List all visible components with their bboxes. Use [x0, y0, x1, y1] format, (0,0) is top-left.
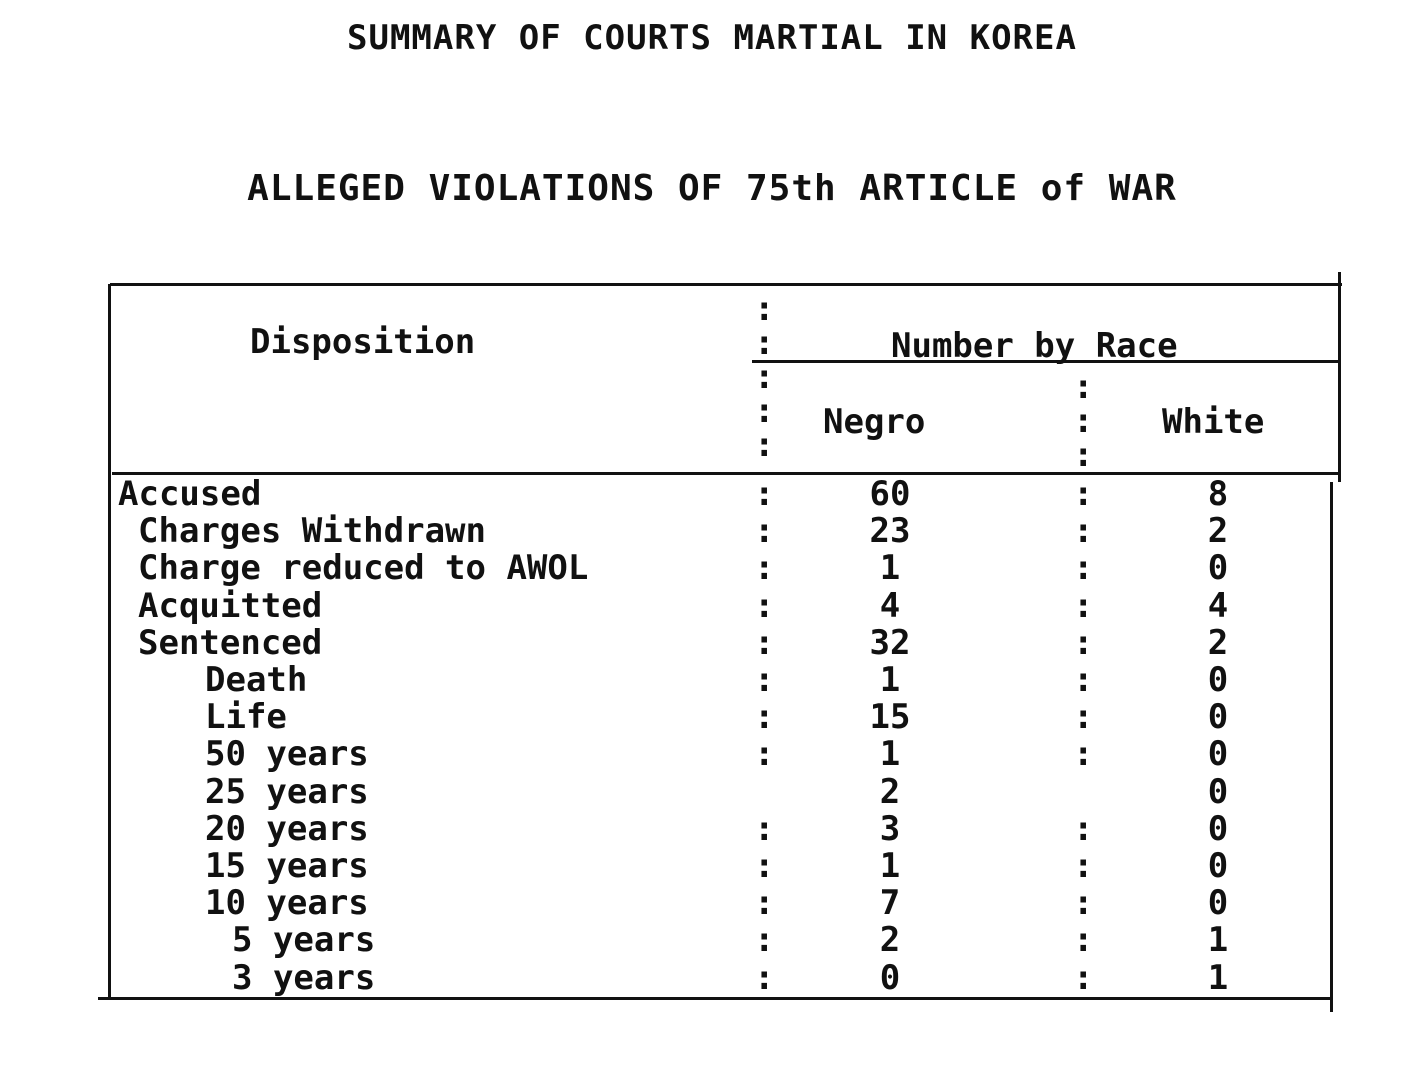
table-row: 5 years: 2: 1	[112, 922, 1332, 959]
white-count: 0	[1207, 548, 1229, 589]
row-label: 25 years	[205, 771, 369, 812]
document-subtitle: ALLEGED VIOLATIONS OF 75th ARTICLE of WA…	[247, 168, 1177, 209]
column-separator: :	[754, 957, 775, 998]
white-count: 4	[1207, 585, 1229, 626]
negro-count: 1	[879, 660, 901, 700]
negro-count: 2	[879, 771, 901, 812]
negro-count: 4	[879, 585, 901, 626]
table-row: Charges Withdrawn: 23: 2	[112, 513, 1332, 550]
header-separator-2: :::	[1073, 367, 1094, 475]
row-label: Charges Withdrawn	[138, 511, 486, 552]
table-top-border	[110, 283, 1342, 286]
column-separator: :	[1073, 511, 1094, 552]
table-right-border	[1338, 272, 1341, 482]
table-row: Acquitted: 4: 4	[112, 585, 1332, 626]
table-row: 10 years: 7: 0	[112, 885, 1332, 922]
header-negro: Negro	[823, 402, 926, 442]
white-count: 0	[1207, 697, 1229, 738]
row-label: Charge reduced to AWOL	[138, 548, 589, 589]
row-label: Acquitted	[138, 585, 323, 626]
table-row: 20 years: 3: 0	[112, 808, 1332, 849]
row-label: 15 years	[205, 846, 369, 886]
negro-count: 7	[879, 883, 901, 924]
column-separator: :	[1073, 957, 1094, 998]
header-separator-1: :::::	[754, 289, 775, 465]
table-row: Accused: 60: 8	[112, 476, 1332, 513]
white-count: 8	[1207, 474, 1229, 514]
white-count: 0	[1207, 846, 1229, 886]
white-count: 1	[1207, 920, 1229, 961]
column-separator: :	[1073, 808, 1094, 849]
negro-count: 1	[879, 734, 901, 775]
table-row: 15 years: 1: 0	[112, 848, 1332, 885]
column-separator: :	[1073, 846, 1094, 886]
row-label: 10 years	[205, 883, 369, 924]
column-separator: :	[1073, 734, 1094, 775]
white-count: 0	[1207, 808, 1229, 849]
column-separator: :	[754, 585, 775, 626]
column-separator: :	[754, 548, 775, 589]
negro-count: 0	[879, 957, 901, 998]
negro-count: 3	[879, 808, 901, 849]
white-count: 2	[1207, 511, 1229, 552]
column-separator: :	[754, 808, 775, 849]
column-separator: :	[754, 622, 775, 663]
column-separator: :	[1073, 474, 1094, 514]
negro-count: 2	[879, 920, 901, 961]
negro-count: 60	[869, 474, 911, 514]
column-separator: :	[754, 511, 775, 552]
row-label: Sentenced	[138, 622, 323, 663]
negro-count: 15	[869, 697, 911, 738]
table-bottom-border	[98, 997, 1332, 1000]
row-label: 20 years	[205, 808, 369, 849]
table-row: Life: 15: 0	[112, 699, 1332, 736]
white-count: 2	[1207, 622, 1229, 663]
negro-count: 32	[869, 622, 911, 663]
header-number-by-race: Number by Race	[891, 326, 1178, 366]
white-count: 0	[1207, 734, 1229, 775]
table-right-border-lower	[1330, 482, 1333, 1012]
group-header-underline	[752, 360, 1340, 363]
column-separator: :	[1073, 548, 1094, 589]
white-count: 0	[1207, 883, 1229, 924]
table-row: 25 years 2 0	[112, 771, 1332, 812]
table-row: Charge reduced to AWOL: 1: 0	[112, 550, 1332, 587]
table-row: 50 years: 1: 0	[112, 736, 1332, 773]
column-separator: :	[1073, 920, 1094, 961]
table-left-border	[108, 284, 111, 998]
column-separator: :	[1073, 622, 1094, 663]
row-label: Accused	[118, 474, 262, 514]
column-separator: :	[1073, 697, 1094, 738]
table-row: Death: 1: 0	[112, 662, 1332, 699]
negro-count: 1	[879, 846, 901, 886]
row-label: Life	[205, 697, 287, 738]
column-separator: :	[754, 846, 775, 886]
negro-count: 23	[869, 511, 911, 552]
column-separator: :	[754, 883, 775, 924]
header-disposition: Disposition	[250, 322, 476, 362]
white-count: 1	[1207, 957, 1229, 998]
header-bottom-border	[112, 472, 1340, 475]
row-label: Death	[205, 660, 308, 700]
column-separator: :	[1073, 660, 1094, 700]
column-separator: :	[754, 697, 775, 738]
row-label: 3 years	[232, 957, 376, 998]
white-count: 0	[1207, 660, 1229, 700]
header-white: White	[1162, 402, 1265, 442]
column-separator: :	[1073, 883, 1094, 924]
column-separator: :	[754, 474, 775, 514]
white-count: 0	[1207, 771, 1229, 812]
document-title: SUMMARY OF COURTS MARTIAL IN KOREA	[347, 18, 1077, 58]
column-separator: :	[754, 660, 775, 700]
table-row: Sentenced: 32: 2	[112, 622, 1332, 663]
column-separator: :	[1073, 585, 1094, 626]
table-row: 3 years: 0: 1	[112, 957, 1332, 998]
row-label: 50 years	[205, 734, 369, 775]
row-label: 5 years	[232, 920, 376, 961]
column-separator: :	[754, 734, 775, 775]
negro-count: 1	[879, 548, 901, 589]
column-separator: :	[754, 920, 775, 961]
